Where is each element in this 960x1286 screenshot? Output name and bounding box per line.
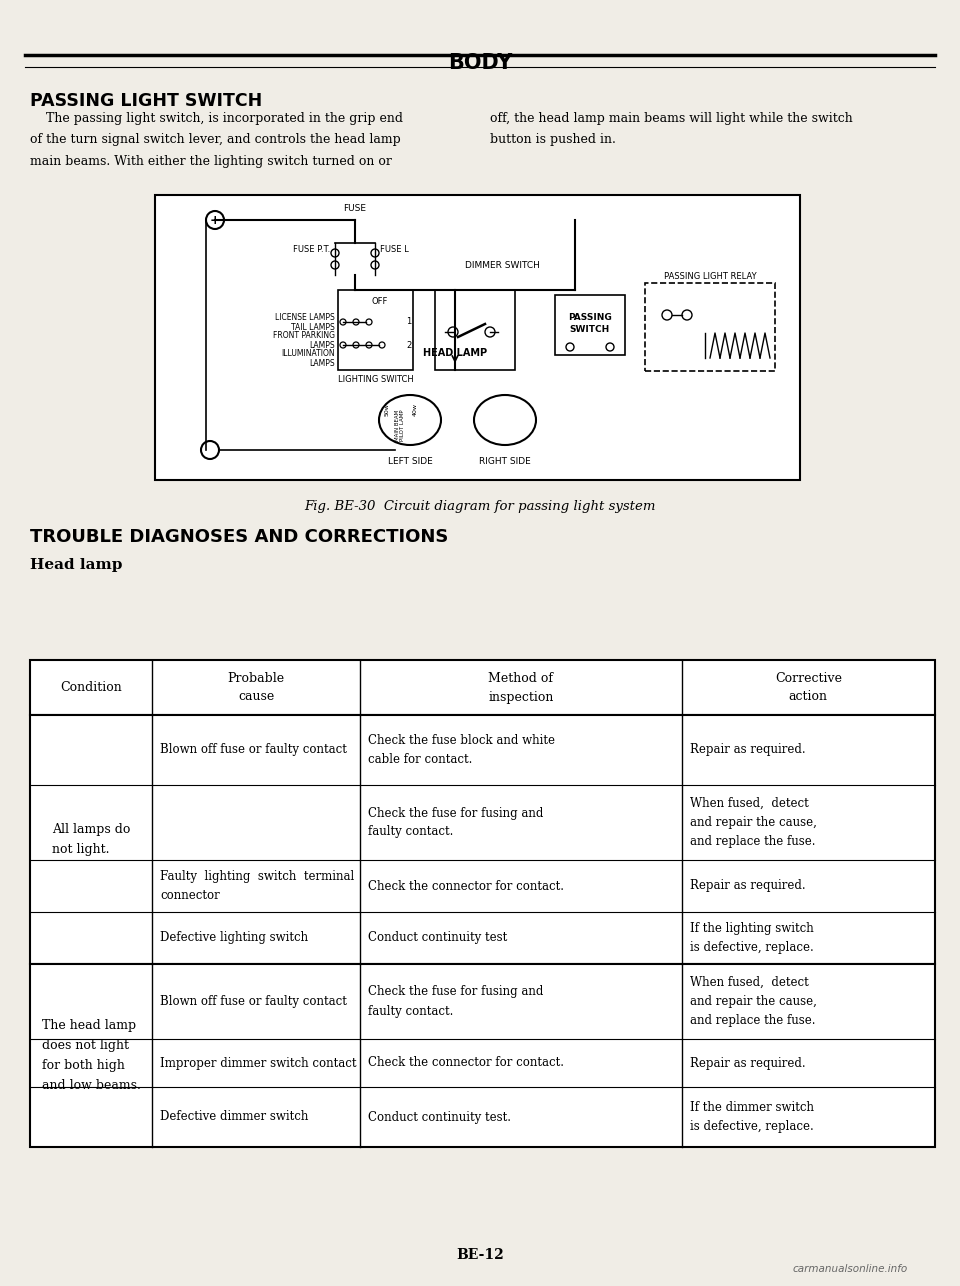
- Text: 1: 1: [406, 318, 412, 327]
- Text: When fused,  detect
and repair the cause,
and replace the fuse.: When fused, detect and repair the cause,…: [689, 976, 816, 1028]
- Text: All lamps do
not light.: All lamps do not light.: [52, 823, 131, 856]
- Bar: [338, 291, 413, 370]
- Text: 2: 2: [406, 341, 412, 350]
- Text: Head lamp: Head lamp: [30, 558, 122, 572]
- Text: Check the connector for contact.: Check the connector for contact.: [369, 880, 564, 892]
- Text: TROUBLE DIAGNOSES AND CORRECTIONS: TROUBLE DIAGNOSES AND CORRECTIONS: [30, 529, 448, 547]
- Text: LEFT SIDE: LEFT SIDE: [388, 457, 432, 466]
- Bar: [30, 715, 935, 964]
- Text: Repair as required.: Repair as required.: [689, 743, 805, 756]
- Text: Improper dimmer switch contact: Improper dimmer switch contact: [160, 1057, 357, 1070]
- Bar: [30, 964, 935, 1147]
- Text: BE-12: BE-12: [456, 1247, 504, 1262]
- Text: Blown off fuse or faulty contact: Blown off fuse or faulty contact: [160, 995, 348, 1008]
- Text: The passing light switch, is incorporated in the grip end
of the turn signal swi: The passing light switch, is incorporate…: [30, 112, 403, 168]
- Text: Fig. BE-30  Circuit diagram for passing light system: Fig. BE-30 Circuit diagram for passing l…: [304, 500, 656, 513]
- Text: OFF: OFF: [372, 297, 388, 306]
- Text: PASSING LIGHT SWITCH: PASSING LIGHT SWITCH: [30, 93, 262, 111]
- Text: Check the fuse for fusing and
faulty contact.: Check the fuse for fusing and faulty con…: [369, 985, 543, 1017]
- Text: The head lamp
does not light
for both high
and low beams.: The head lamp does not light for both hi…: [41, 1019, 140, 1092]
- Text: 40w: 40w: [413, 404, 418, 417]
- Text: DIMMER SWITCH: DIMMER SWITCH: [465, 261, 540, 270]
- Text: LAMPS: LAMPS: [309, 359, 335, 368]
- Text: off, the head lamp main beams will light while the switch
button is pushed in.: off, the head lamp main beams will light…: [490, 112, 852, 147]
- Text: Check the fuse block and white
cable for contact.: Check the fuse block and white cable for…: [369, 734, 555, 766]
- Text: Conduct continuity test.: Conduct continuity test.: [369, 1111, 512, 1124]
- Text: Blown off fuse or faulty contact: Blown off fuse or faulty contact: [160, 743, 348, 756]
- Text: RIGHT SIDE: RIGHT SIDE: [479, 457, 531, 466]
- Text: MAIN BEAM
PILOT LAMP: MAIN BEAM PILOT LAMP: [395, 409, 405, 441]
- Text: 50w: 50w: [385, 404, 390, 417]
- Text: LICENSE LAMPS: LICENSE LAMPS: [276, 314, 335, 323]
- Text: Repair as required.: Repair as required.: [689, 1057, 805, 1070]
- Text: ILLUMINATION: ILLUMINATION: [281, 350, 335, 359]
- Bar: [645, 283, 775, 370]
- Text: If the lighting switch
is defective, replace.: If the lighting switch is defective, rep…: [689, 922, 813, 954]
- Bar: [435, 291, 515, 370]
- Text: Check the fuse for fusing and
faulty contact.: Check the fuse for fusing and faulty con…: [369, 806, 543, 838]
- Bar: [30, 660, 935, 715]
- Ellipse shape: [379, 395, 441, 445]
- Text: Corrective
action: Corrective action: [775, 671, 842, 703]
- Text: Check the connector for contact.: Check the connector for contact.: [369, 1057, 564, 1070]
- Text: FUSE: FUSE: [344, 204, 367, 213]
- Text: Condition: Condition: [60, 682, 122, 694]
- Text: TAIL LAMPS: TAIL LAMPS: [291, 323, 335, 332]
- Text: LAMPS: LAMPS: [309, 341, 335, 350]
- Text: Faulty  lighting  switch  terminal
connector: Faulty lighting switch terminal connecto…: [160, 871, 354, 901]
- Bar: [155, 195, 800, 480]
- Text: SWITCH: SWITCH: [570, 325, 611, 334]
- Text: Defective dimmer switch: Defective dimmer switch: [160, 1111, 308, 1124]
- Text: PASSING: PASSING: [568, 312, 612, 322]
- Text: Conduct continuity test: Conduct continuity test: [369, 931, 508, 944]
- Text: Defective lighting switch: Defective lighting switch: [160, 931, 308, 944]
- Text: HEAD LAMP: HEAD LAMP: [423, 349, 487, 358]
- Text: If the dimmer switch
is defective, replace.: If the dimmer switch is defective, repla…: [689, 1101, 814, 1133]
- Text: FUSE P.T.: FUSE P.T.: [293, 246, 330, 255]
- Text: LIGHTING SWITCH: LIGHTING SWITCH: [338, 376, 414, 385]
- Bar: [555, 294, 625, 355]
- Text: FUSE L: FUSE L: [380, 246, 409, 255]
- Text: Probable
cause: Probable cause: [228, 671, 285, 703]
- Text: Repair as required.: Repair as required.: [689, 880, 805, 892]
- Text: PASSING LIGHT RELAY: PASSING LIGHT RELAY: [663, 273, 756, 282]
- Ellipse shape: [474, 395, 536, 445]
- Text: +: +: [209, 213, 220, 226]
- Text: carmanualsonline.info: carmanualsonline.info: [792, 1264, 907, 1274]
- Text: FRONT PARKING: FRONT PARKING: [273, 332, 335, 341]
- Text: BODY: BODY: [447, 53, 513, 73]
- Text: Method of
inspection: Method of inspection: [489, 671, 554, 703]
- Text: When fused,  detect
and repair the cause,
and replace the fuse.: When fused, detect and repair the cause,…: [689, 797, 816, 847]
